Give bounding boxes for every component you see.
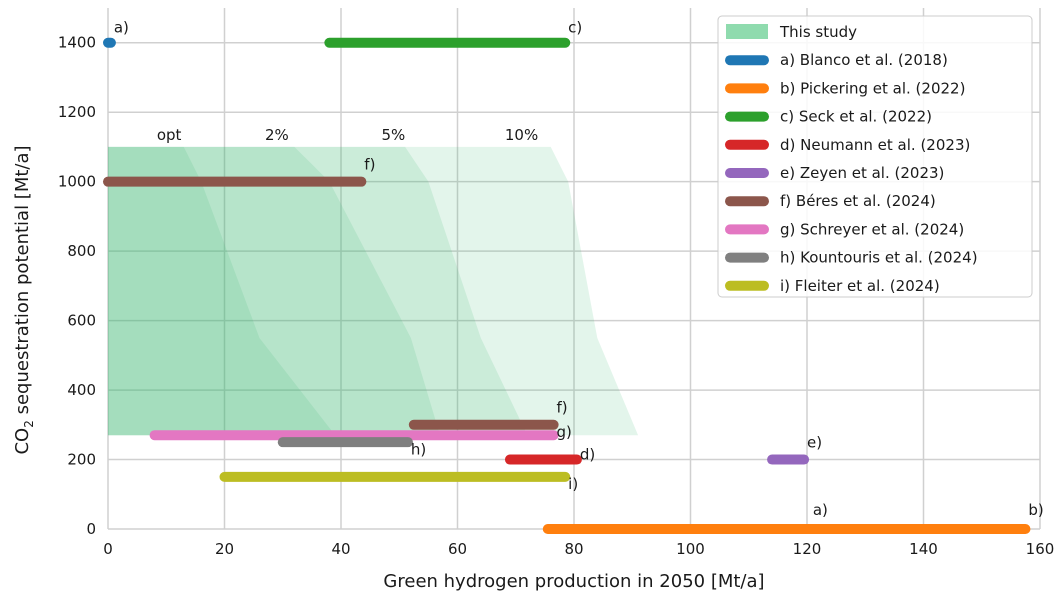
x-tick-label: 120 <box>793 540 822 558</box>
legend-label: c) Seck et al. (2022) <box>780 108 932 126</box>
x-tick-label: 80 <box>564 540 583 558</box>
y-tick-label: 200 <box>67 451 96 469</box>
legend-label: b) Pickering et al. (2022) <box>780 79 965 97</box>
x-tick-label: 100 <box>676 540 705 558</box>
x-tick-label: 0 <box>103 540 113 558</box>
y-tick-label: 400 <box>67 381 96 399</box>
region-label: 5% <box>382 126 406 144</box>
y-tick-label: 800 <box>67 242 96 260</box>
y-tick-label: 1000 <box>58 173 96 191</box>
range-bar-label: f) <box>364 156 375 174</box>
range-bar-label: a) <box>813 501 828 519</box>
y-tick-label: 0 <box>86 520 96 538</box>
x-tick-label: 160 <box>1026 540 1055 558</box>
y-tick-label: 1200 <box>58 103 96 121</box>
range-bar-label: d) <box>580 446 595 464</box>
x-tick-label: 60 <box>448 540 467 558</box>
y-axis-label: CO2 sequestration potential [Mt/a] <box>12 145 36 454</box>
range-bar-label: e) <box>807 433 822 451</box>
x-tick-label: 20 <box>215 540 234 558</box>
legend-label: e) Zeyen et al. (2023) <box>780 164 944 182</box>
legend-label: i) Fleiter et al. (2024) <box>780 277 940 295</box>
range-bar-label: f) <box>557 399 568 417</box>
x-tick-label: 140 <box>909 540 938 558</box>
legend-label: This study <box>779 23 857 41</box>
region-2pct <box>108 146 441 436</box>
range-bar-label: a) <box>114 18 129 36</box>
legend-frame <box>717 15 1033 298</box>
region-label: 2% <box>265 126 289 144</box>
legend-swatch <box>726 24 768 39</box>
y-tick-label: 1400 <box>58 34 96 52</box>
range-bar-label: h) <box>411 440 426 458</box>
literature-ranges: a) a) b) c) d) e) f) f) g) h) i) <box>103 18 1044 534</box>
legend: This study a) Blanco et al. (2018) b) Pick… <box>717 15 1033 298</box>
y-tick-label: 600 <box>67 312 96 330</box>
range-bar-label: i) <box>568 475 578 493</box>
range-bar-label: g) <box>557 423 572 441</box>
region-10pct <box>108 146 639 436</box>
legend-label: g) Schreyer et al. (2024) <box>780 220 964 238</box>
axis-ticks: 0 20 40 60 80 100 120 140 160 0 200 400 600 800 1000 12… <box>58 34 1055 558</box>
legend-label: d) Neumann et al. (2023) <box>780 136 970 154</box>
legend-label: h) Kountouris et al. (2024) <box>780 249 978 267</box>
region-opt <box>108 146 336 436</box>
region-label: 10% <box>505 126 538 144</box>
range-bar-label: b) <box>1028 501 1043 519</box>
legend-label: f) Béres et al. (2024) <box>780 192 936 210</box>
legend-label: a) Blanco et al. (2018) <box>780 51 948 69</box>
this-study-regions: opt 2% 5% 10% <box>108 126 639 436</box>
range-bar-label: c) <box>568 18 582 36</box>
x-tick-label: 40 <box>331 540 350 558</box>
region-label: opt <box>157 126 182 144</box>
region-5pct <box>108 146 528 436</box>
x-axis-label: Green hydrogen production in 2050 [Mt/a] <box>383 571 764 592</box>
